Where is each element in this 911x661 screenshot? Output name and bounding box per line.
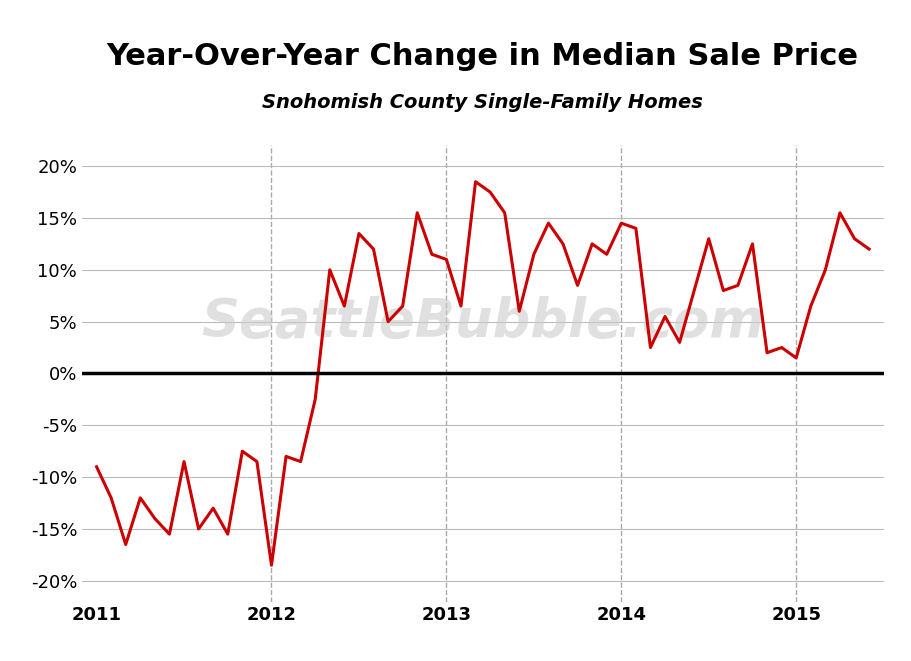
- Text: SeattleBubble.com: SeattleBubble.com: [201, 295, 764, 348]
- Text: Snohomish County Single-Family Homes: Snohomish County Single-Family Homes: [262, 93, 703, 112]
- Text: Year-Over-Year Change in Median Sale Price: Year-Over-Year Change in Median Sale Pri…: [107, 42, 859, 71]
